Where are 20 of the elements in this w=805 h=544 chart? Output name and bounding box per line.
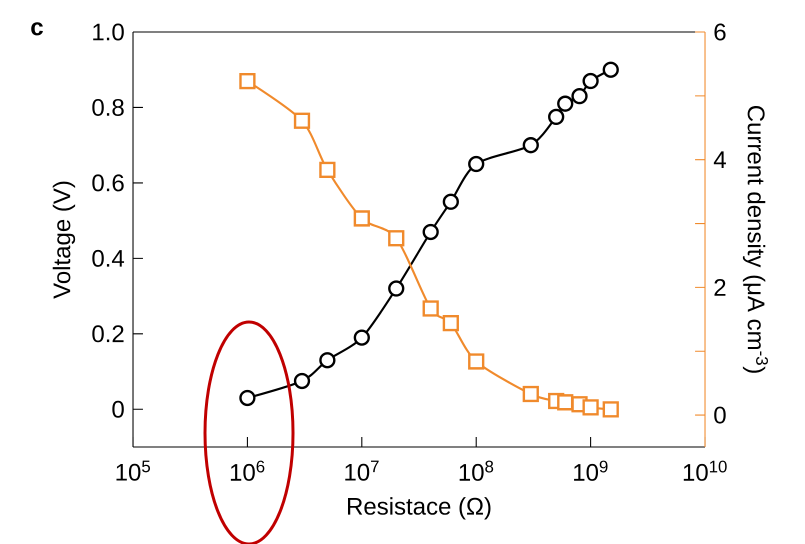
y-tick-label: 0.6: [92, 174, 124, 192]
y-tick-label: 1.0: [93, 23, 124, 40]
y-tick-label: 0: [112, 400, 124, 418]
y-axis-title: Voltage (V): [52, 182, 76, 299]
y2-tick-label: 0: [714, 406, 726, 424]
x-tick-label: 10$^{7}$: [345, 460, 379, 481]
x-tick-label: 10$^{8}$: [460, 460, 494, 481]
y2-tick-label: 2: [714, 278, 726, 296]
y2-tick-label: 6: [714, 24, 726, 40]
text: c: [31, 22, 43, 36]
x-tick-label: 10$^{6}$: [230, 460, 264, 481]
x-tick-label: 10$^{9}$: [574, 460, 608, 481]
x-tick-label: 10$^{10}$: [684, 460, 727, 481]
x-axis-title: Resistace (Ω): [348, 497, 490, 520]
y-tick-label: 0.2: [92, 325, 124, 342]
y2-tick-label: 4: [714, 151, 726, 168]
x-tick-label: 10$^{5}$: [116, 460, 150, 481]
y-tick-label: 0.8: [92, 98, 124, 116]
y-tick-label: 0.4: [92, 250, 124, 267]
y2-axis-title: Current density (μA cm$^{-3}$): [742, 106, 768, 373]
